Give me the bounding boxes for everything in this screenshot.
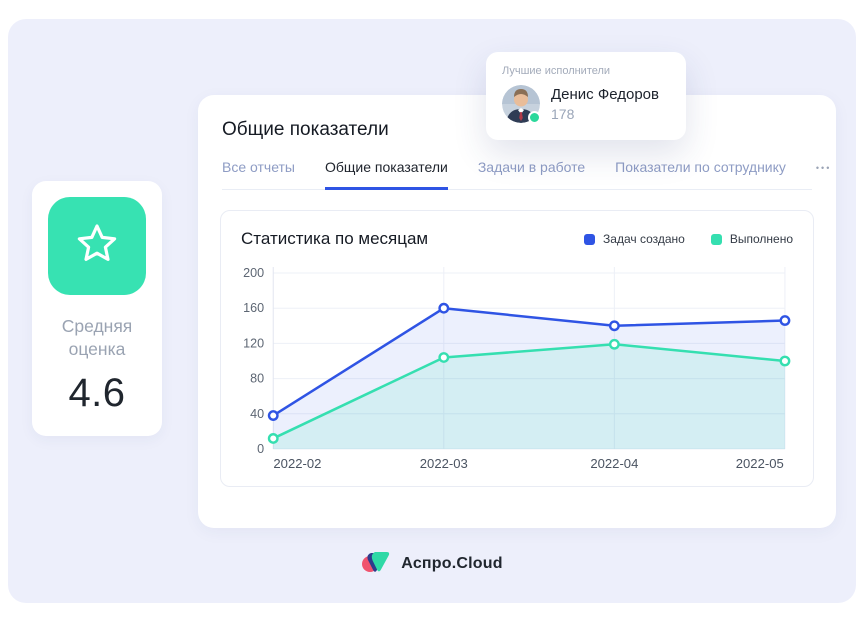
performer-row[interactable]: Денис Федоров 178 [502,85,670,124]
top-performers-card: Лучшие исполнители [486,52,686,140]
svg-text:2022-03: 2022-03 [420,456,468,471]
svg-text:0: 0 [257,442,264,456]
svg-text:2022-04: 2022-04 [590,456,638,471]
svg-text:160: 160 [243,301,264,315]
more-tabs-icon[interactable]: ••• [815,163,832,173]
svg-text:80: 80 [250,372,264,386]
page-title: Общие показатели [222,119,389,140]
chart-title: Статистика по месяцам [241,229,429,248]
aspro-cloud-logo-icon [361,549,392,578]
tab-tasks-in-progress[interactable]: Задачи в работе [477,159,586,175]
svg-text:2022-05: 2022-05 [736,456,784,471]
chart-svg: 0 40 80 120 160 200 2022-02 2022-03 2022-04 2022-… [243,266,791,471]
tab-all-reports[interactable]: Все отчеты [222,159,295,175]
svg-text:40: 40 [250,407,264,421]
legend-swatch-green [710,233,722,245]
footer: Аспро.Cloud [0,549,864,578]
monthly-stats-panel: Статистика по месяцам Задач создано Выпо… [220,210,814,487]
tab-general-indicators[interactable]: Общие показатели [325,159,448,190]
svg-text:200: 200 [243,266,264,280]
top-performers-title: Лучшие исполнители [502,65,611,77]
reports-card: Общие показатели Все отчеты Общие показа… [198,95,836,528]
average-rating-card: Средняя оценка 4.6 [32,181,162,436]
rating-value: 4.6 [68,371,126,416]
tab-indicators-by-employee[interactable]: Показатели по сотруднику [615,159,786,175]
logo-text: Аспро.Cloud [401,554,503,572]
line-chart: 0 40 80 120 160 200 2022-02 2022-03 2022-04 2022-… [241,257,793,476]
rating-label: Средняя оценка [61,316,133,360]
legend-label: Выполнено [729,232,793,246]
performer-count: 178 [551,106,575,123]
svg-text:2022-02: 2022-02 [273,456,321,471]
tab-bar: Все отчеты Общие показатели Задачи в раб… [222,159,829,190]
chart-legend: Задач создано Выполнено [584,232,793,246]
rating-icon-tile [48,197,146,295]
performer-name: Денис Федоров [551,85,659,103]
legend-swatch-blue [584,233,596,245]
svg-text:120: 120 [243,336,264,350]
legend-label: Задач создано [603,232,685,246]
legend-item-done[interactable]: Выполнено [710,232,793,246]
legend-item-created[interactable]: Задач создано [584,232,685,246]
star-icon [71,218,123,275]
online-status-dot [528,111,541,124]
